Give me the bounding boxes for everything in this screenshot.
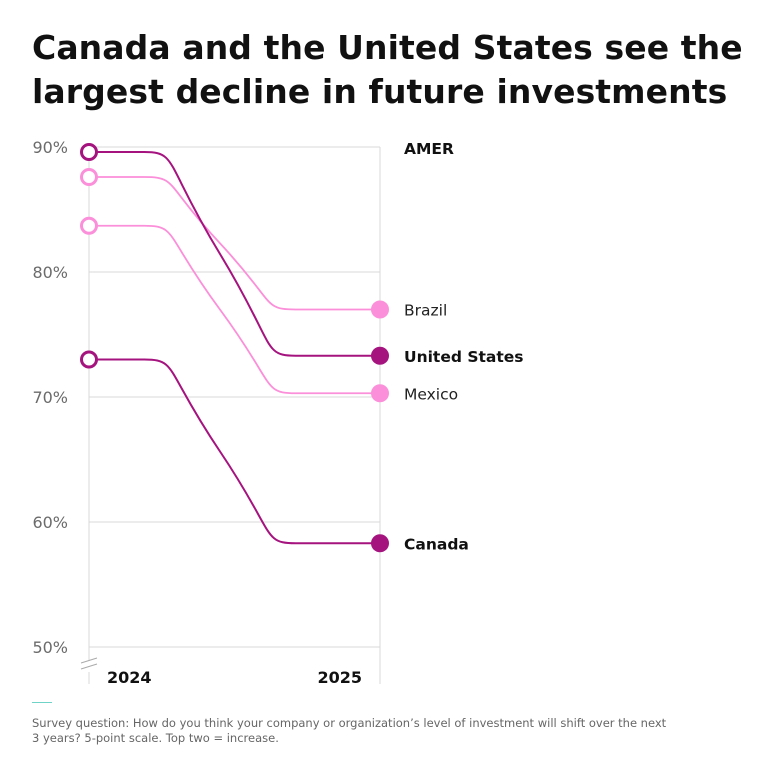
marker-2025-united-states (371, 346, 389, 365)
footnote: Survey question: How do you think your c… (32, 716, 667, 745)
series-markers (80, 143, 389, 553)
chart-title-line-2: largest decline in future investments (32, 72, 728, 111)
axis-break-mark (80, 663, 98, 670)
slope-chart: 50% 60% 70% 80% 90% 2024 2025 Brazil United St… (32, 138, 524, 687)
series-label-mexico: Mexico (404, 385, 458, 403)
grid-layer (80, 146, 381, 684)
y-tick-label: 60% (32, 513, 68, 532)
y-tick-label: 50% (32, 638, 68, 657)
axis-break-mark (80, 657, 98, 664)
marker-2024-canada (80, 350, 98, 369)
marker-2024-mexico (80, 216, 98, 235)
marker-2024-united-states (80, 143, 98, 161)
x-tick-label-2024: 2024 (107, 668, 152, 687)
y-tick-label: 80% (32, 263, 68, 282)
series-label-united-states: United States (404, 348, 524, 366)
x-axis-ticks: 2024 2025 (107, 668, 362, 687)
y-tick-label: 70% (32, 388, 68, 407)
series-labels: Brazil United States Mexico Canada (404, 302, 524, 554)
region-label: AMER (404, 140, 454, 158)
marker-2025-canada (371, 534, 389, 553)
series-line-united-states (89, 151, 380, 357)
series-line-mexico (89, 224, 380, 395)
marker-2025-brazil (371, 300, 389, 319)
series-lines (89, 151, 380, 545)
x-tick-label-2025: 2025 (317, 668, 362, 687)
accent-rule (32, 702, 52, 703)
series-line-canada (89, 358, 380, 545)
chart-title: Canada and the United States see the lar… (32, 26, 743, 114)
y-tick-label: 90% (32, 138, 68, 157)
series-label-canada: Canada (404, 535, 469, 553)
series-label-brazil: Brazil (404, 302, 447, 320)
chart-title-line-1: Canada and the United States see the (32, 28, 743, 67)
marker-2025-mexico (371, 384, 389, 403)
y-axis-ticks: 50% 60% 70% 80% 90% (32, 138, 68, 657)
series-line-brazil (89, 176, 380, 311)
marker-2024-brazil (80, 168, 98, 186)
